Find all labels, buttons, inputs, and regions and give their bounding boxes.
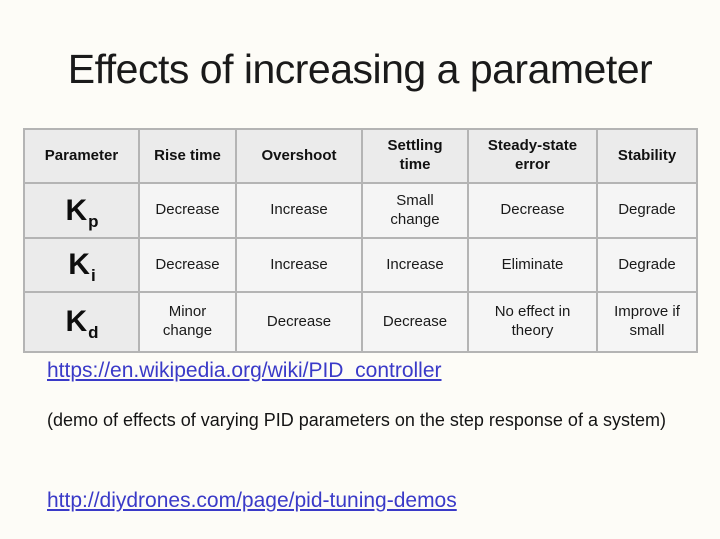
header-overshoot: Overshoot: [235, 128, 363, 184]
header-steady-state-error: Steady-state error: [467, 128, 598, 184]
cell-kp-stability: Degrade: [596, 182, 698, 239]
cell-kd-steady-state-error: No effect in theory: [467, 291, 598, 353]
table-row-kd: Kd Minor change Decrease Decrease No eff…: [23, 291, 698, 353]
demo-caption: (demo of effects of varying PID paramete…: [47, 410, 666, 430]
cell-kp-rise-time: Decrease: [138, 182, 237, 239]
param-ki: Ki: [23, 237, 140, 293]
table-header-row: Parameter Rise time Overshoot Settling t…: [23, 128, 698, 184]
wikipedia-pid-controller-link[interactable]: https://en.wikipedia.org/wiki/PID_contro…: [47, 359, 442, 382]
table-row-ki: Ki Decrease Increase Increase Eliminate …: [23, 237, 698, 293]
diydrones-pid-tuning-demos-link[interactable]: http://diydrones.com/page/pid-tuning-dem…: [47, 489, 457, 512]
cell-kd-settling-time: Decrease: [361, 291, 469, 353]
param-kp-subscript: p: [88, 211, 99, 231]
header-stability: Stability: [596, 128, 698, 184]
param-kd-base: K: [65, 305, 88, 339]
pid-effects-table: Parameter Rise time Overshoot Settling t…: [23, 128, 698, 353]
param-kp: Kp: [23, 182, 140, 239]
param-kd-subscript: d: [88, 323, 99, 343]
param-kp-base: K: [65, 193, 88, 227]
cell-ki-overshoot: Increase: [235, 237, 363, 293]
cell-kd-overshoot: Decrease: [235, 291, 363, 353]
header-rise-time: Rise time: [138, 128, 237, 184]
slide-title: Effects of increasing a parameter: [67, 46, 653, 92]
header-settling-time: Settling time: [361, 128, 469, 184]
cell-kp-overshoot: Increase: [235, 182, 363, 239]
cell-kp-settling-time: Small change: [361, 182, 469, 239]
table-row-kp: Kp Decrease Increase Small change Decrea…: [23, 182, 698, 239]
cell-ki-rise-time: Decrease: [138, 237, 237, 293]
cell-ki-steady-state-error: Eliminate: [467, 237, 598, 293]
param-ki-base: K: [68, 248, 90, 282]
header-parameter: Parameter: [23, 128, 140, 184]
cell-ki-settling-time: Increase: [361, 237, 469, 293]
cell-kd-rise-time: Minor change: [138, 291, 237, 353]
cell-kd-stability: Improve if small: [596, 291, 698, 353]
param-kd: Kd: [23, 291, 140, 353]
cell-kp-steady-state-error: Decrease: [467, 182, 598, 239]
param-ki-subscript: i: [90, 266, 96, 286]
cell-ki-stability: Degrade: [596, 237, 698, 293]
